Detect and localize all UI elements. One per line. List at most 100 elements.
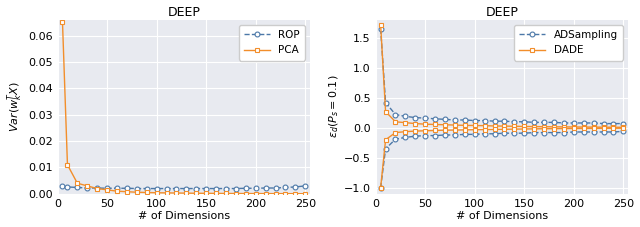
PCA [83, 185, 91, 187]
DADE [540, 125, 548, 128]
PCA [74, 182, 81, 185]
ADSampling [511, 120, 518, 123]
PCA [202, 192, 210, 195]
PCA [93, 187, 101, 190]
ROP [163, 187, 170, 190]
ADSampling [590, 122, 598, 124]
X-axis label: # of Dimensions: # of Dimensions [456, 211, 548, 222]
ADSampling [600, 122, 607, 125]
ROP [74, 186, 81, 189]
PCA [163, 192, 170, 194]
Title: DEEP: DEEP [168, 5, 200, 19]
ROP [262, 187, 269, 189]
DADE [421, 123, 429, 126]
DADE [520, 125, 528, 128]
Y-axis label: $Var(w_k^T X)$: $Var(w_k^T X)$ [6, 81, 25, 132]
PCA [282, 192, 289, 195]
ROP [123, 187, 131, 190]
ADSampling [540, 121, 548, 124]
ROP [301, 185, 309, 187]
ADSampling [570, 122, 578, 124]
DADE [412, 122, 419, 125]
ADSampling [431, 117, 439, 120]
ADSampling [392, 113, 399, 116]
ROP [143, 187, 150, 190]
ADSampling [500, 120, 508, 123]
ADSampling [610, 122, 618, 125]
PCA [222, 192, 230, 195]
PCA [133, 191, 141, 194]
ROP [93, 187, 101, 189]
DADE [560, 126, 568, 128]
ROP [63, 186, 71, 188]
Y-axis label: $\varepsilon_d(P_s = 0.1)$: $\varepsilon_d(P_s = 0.1)$ [328, 75, 341, 138]
ADSampling [481, 119, 488, 122]
DADE [401, 121, 409, 124]
PCA [232, 192, 240, 195]
PCA [252, 192, 260, 195]
ROP [222, 187, 230, 190]
Line: ADSampling: ADSampling [378, 26, 626, 126]
ROP [173, 187, 180, 190]
PCA [123, 190, 131, 193]
ROP [103, 187, 111, 190]
ADSampling [451, 119, 459, 121]
PCA [182, 192, 190, 195]
ADSampling [377, 27, 385, 30]
ADSampling [401, 115, 409, 118]
DADE [580, 126, 588, 128]
DADE [550, 126, 558, 128]
DADE [471, 124, 479, 127]
ROP [202, 187, 210, 190]
ADSampling [560, 122, 568, 124]
DADE [481, 124, 488, 127]
ADSampling [381, 101, 389, 104]
ROP [182, 187, 190, 190]
PCA [63, 163, 71, 166]
ROP [113, 187, 121, 190]
DADE [491, 125, 499, 127]
ADSampling [412, 116, 419, 119]
PCA [143, 191, 150, 194]
DADE [441, 123, 449, 126]
DADE [620, 126, 627, 129]
ROP [232, 187, 240, 190]
DADE [451, 124, 459, 126]
DADE [431, 123, 439, 126]
ROP [153, 187, 161, 190]
PCA [291, 192, 299, 195]
ADSampling [471, 119, 479, 122]
DADE [500, 125, 508, 127]
PCA [212, 192, 220, 195]
ADSampling [620, 122, 627, 125]
PCA [193, 192, 200, 195]
DADE [600, 126, 607, 128]
Line: PCA: PCA [60, 20, 308, 196]
ROP [59, 185, 67, 188]
ADSampling [580, 122, 588, 124]
PCA [59, 21, 67, 24]
DADE [610, 126, 618, 129]
ROP [291, 186, 299, 188]
DADE [461, 124, 468, 127]
ADSampling [461, 119, 468, 121]
ADSampling [531, 121, 538, 124]
DADE [531, 125, 538, 128]
ADSampling [491, 120, 499, 123]
ROP [282, 186, 289, 189]
PCA [301, 192, 309, 195]
ADSampling [441, 118, 449, 121]
Legend: ROP, PCA: ROP, PCA [239, 25, 305, 61]
PCA [103, 188, 111, 191]
PCA [271, 192, 279, 195]
DADE [392, 120, 399, 123]
DADE [377, 23, 385, 26]
ROP [271, 187, 279, 189]
ROP [212, 187, 220, 190]
ADSampling [421, 117, 429, 120]
ROP [83, 187, 91, 189]
ADSampling [520, 120, 528, 123]
ROP [133, 187, 141, 190]
Line: DADE: DADE [378, 22, 626, 130]
ROP [252, 187, 260, 190]
